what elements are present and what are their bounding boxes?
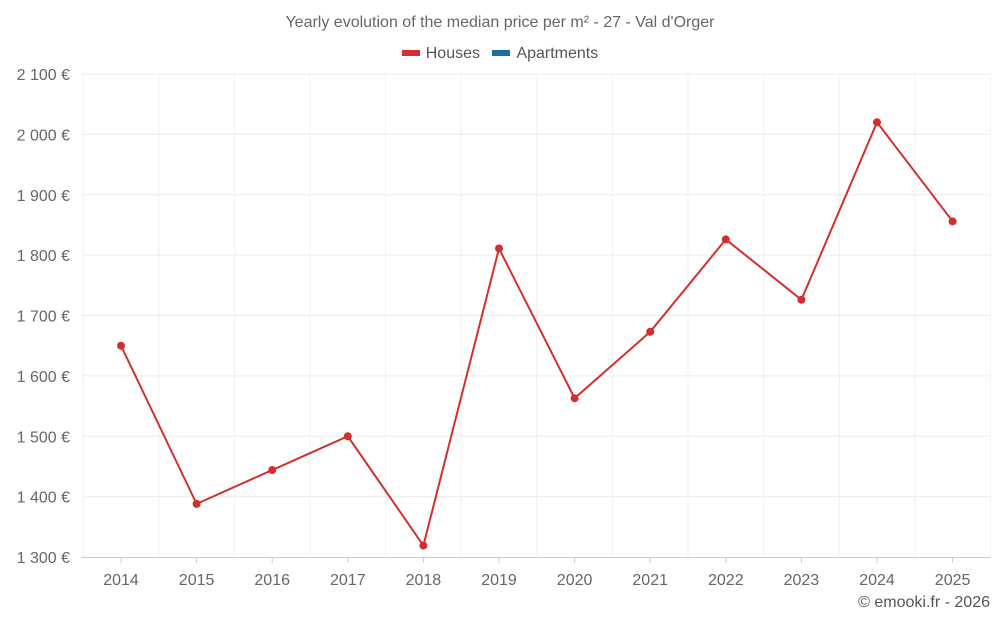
y-tick-label: 1 500 € [17, 429, 70, 446]
x-tick-label: 2019 [481, 572, 517, 589]
x-tick-label: 2021 [632, 572, 668, 589]
data-point-houses [419, 541, 428, 550]
data-point-houses [268, 466, 277, 475]
legend-item-apartments[interactable]: Apartments [492, 45, 598, 63]
x-tick-label: 2014 [103, 572, 139, 589]
y-tick-label: 2 000 € [17, 127, 70, 144]
data-point-houses [117, 341, 125, 350]
series-houses [117, 118, 957, 550]
legend: Houses Apartments [0, 45, 1000, 63]
legend-label-houses: Houses [425, 45, 480, 62]
y-tick-label: 1 800 € [17, 248, 70, 265]
legend-swatch-houses [401, 49, 420, 56]
chart-title: Yearly evolution of the median price per… [285, 14, 715, 31]
x-tick-label: 2025 [935, 572, 971, 589]
x-tick-label: 2018 [406, 572, 442, 589]
data-point-houses [495, 244, 503, 253]
legend-item-houses[interactable]: Houses [401, 45, 480, 63]
x-tick-label: 2023 [784, 572, 820, 589]
data-point-houses [797, 295, 806, 304]
y-tick-label: 1 400 € [17, 490, 70, 507]
x-tick-label: 2015 [179, 572, 215, 589]
x-tick-label: 2022 [708, 572, 744, 589]
data-point-houses [721, 235, 730, 244]
x-tick-label: 2016 [254, 572, 290, 589]
axes: 1 300 € 1 400 € 1 500 € 1 600 € 1 700 € 1 800… [17, 67, 990, 589]
y-tick-label: 1 300 € [17, 550, 70, 567]
data-point-houses [948, 217, 957, 226]
data-point-houses [570, 394, 579, 403]
grid-lines [82, 73, 991, 557]
y-tick-label: 1 600 € [17, 369, 70, 386]
y-tick-label: 1 900 € [17, 188, 70, 205]
x-tick-label: 2024 [859, 572, 895, 589]
credit: © emooki.fr - 2026 [858, 594, 990, 611]
x-tick-label: 2017 [330, 572, 366, 589]
legend-label-apartments: Apartments [516, 45, 599, 62]
data-point-houses [343, 432, 352, 441]
data-point-houses [646, 327, 655, 336]
series-line-houses [120, 120, 954, 548]
y-tick-label: 1 700 € [17, 309, 70, 326]
legend-swatch-apartments [492, 49, 511, 56]
data-point-houses [873, 118, 881, 127]
x-tick-label: 2020 [557, 572, 593, 589]
y-tick-label: 2 100 € [17, 67, 70, 84]
data-point-houses [192, 499, 201, 508]
